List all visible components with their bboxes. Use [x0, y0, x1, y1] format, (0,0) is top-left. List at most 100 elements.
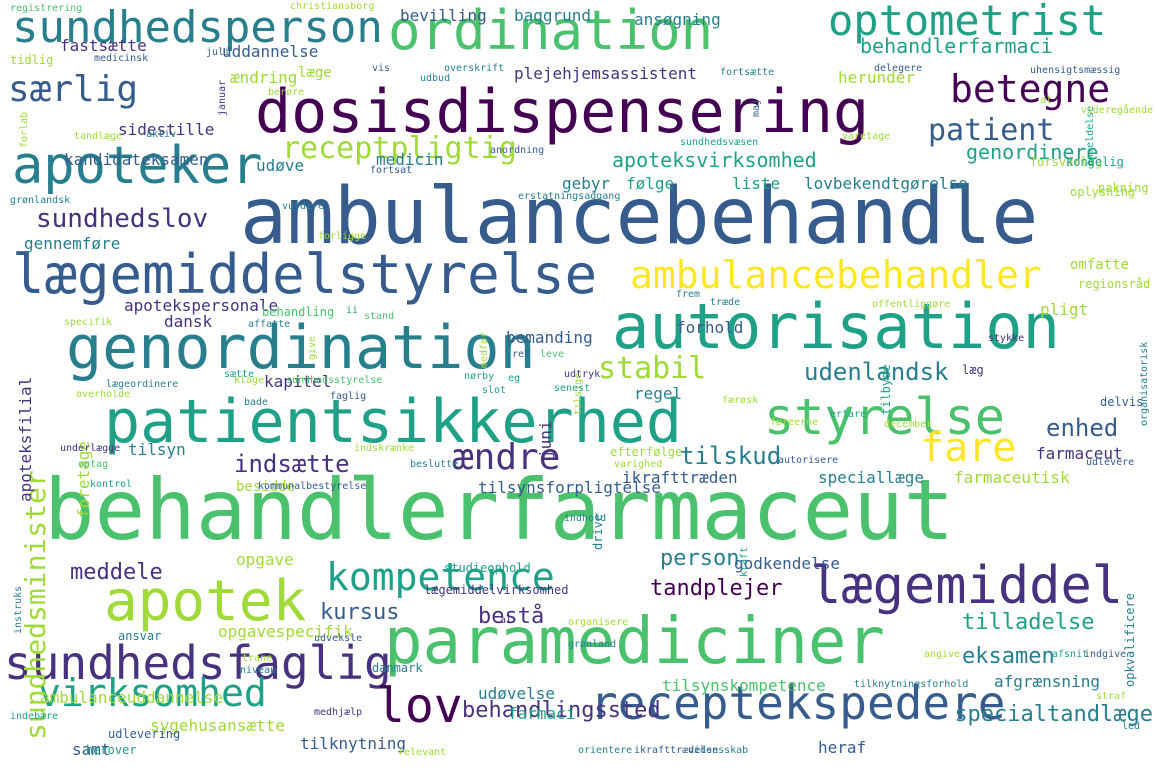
cloud-word: samt	[72, 740, 111, 759]
cloud-word: faglig	[330, 391, 367, 402]
cloud-word: sundhedsperson	[12, 2, 383, 53]
cloud-word: tilladelse	[962, 610, 1095, 635]
cloud-word: tandlæge	[74, 131, 123, 142]
cloud-word: lægemiddel	[810, 556, 1124, 616]
cloud-word: nørby	[464, 371, 495, 382]
cloud-word: farmaci	[508, 704, 576, 723]
cloud-word: fortsat	[370, 165, 413, 176]
cloud-word: enhed	[1046, 414, 1119, 442]
cloud-word: regel	[634, 384, 683, 403]
cloud-word: ambulancebehandler	[630, 253, 1042, 297]
cloud-word: medicin	[376, 150, 444, 169]
cloud-word: apotekspersonale	[124, 296, 279, 315]
cloud-word: udtryk	[564, 369, 601, 380]
cloud-word: styrelse	[764, 388, 1005, 446]
cloud-word: ændring	[230, 68, 298, 87]
cloud-word: januar	[217, 79, 228, 116]
cloud-word: udveksle	[314, 633, 363, 644]
cloud-word: virksomhed	[38, 671, 267, 715]
cloud-word: behandlerfarmaci	[860, 34, 1053, 58]
cloud-word: erstatningsadgang	[518, 191, 621, 202]
cloud-word: optag	[78, 459, 109, 470]
cloud-word: december	[884, 419, 933, 430]
cloud-word: udenlandsk	[804, 358, 949, 386]
cloud-word: læge	[298, 65, 332, 81]
cloud-word: dosisdispensering	[255, 77, 870, 147]
cloud-word: tandplejer	[650, 576, 783, 601]
cloud-word: vis	[372, 63, 391, 74]
cloud-word: juli	[206, 47, 231, 58]
cloud-word: gebyr	[562, 174, 611, 193]
cloud-word: christiansborg	[290, 1, 375, 12]
cloud-word: farmaceutisk	[954, 468, 1070, 487]
cloud-word: kompetence	[326, 555, 555, 599]
cloud-word: forsvarlig	[1030, 155, 1103, 169]
cloud-word: kandidateksamen	[64, 150, 209, 169]
cloud-word: straf	[1096, 691, 1127, 702]
cloud-word: uhensigtsmæssig	[1030, 65, 1121, 76]
cloud-word: ii	[346, 305, 359, 316]
cloud-word: medhjælp	[314, 707, 363, 718]
cloud-word: organisatorisk	[1139, 341, 1150, 426]
cloud-word: tilknytningsforhold	[854, 679, 969, 690]
cloud-word: overholde	[76, 389, 131, 400]
cloud-word: fastsætte	[60, 36, 147, 55]
cloud-word: eksamen	[962, 644, 1055, 669]
cloud-word: erfare	[830, 409, 867, 420]
cloud-word: juni	[536, 420, 555, 460]
cloud-word: lov	[376, 678, 463, 734]
cloud-word: patientsikkerhed	[104, 387, 682, 457]
cloud-word: stand	[364, 311, 395, 322]
cloud-word: udøvelse	[478, 684, 556, 703]
cloud-word: apoteker	[12, 136, 263, 196]
cloud-word: sygehusansætte	[150, 716, 285, 735]
cloud-word: baggrund	[514, 6, 592, 25]
cloud-word: organisere	[568, 617, 629, 628]
cloud-word: følge	[626, 174, 675, 193]
cloud-word: kontrol	[90, 479, 133, 490]
cloud-word: forhold	[676, 318, 744, 337]
cloud-word: bestå	[478, 604, 545, 629]
cloud-word: særlig	[8, 69, 139, 110]
cloud-word: ambulanceuddannelse	[40, 688, 224, 707]
cloud-word: opgave	[236, 550, 294, 569]
cloud-word: godkendelse	[734, 554, 840, 573]
cloud-word: opgavespecifik	[218, 622, 353, 641]
cloud-word: grønlandsk	[10, 195, 71, 206]
cloud-word: medicinsk	[94, 53, 149, 64]
cloud-word: angive	[924, 649, 961, 660]
cloud-word: bemanding	[506, 328, 593, 347]
cloud-word: føreerne	[770, 417, 819, 428]
cloud-word: fare	[920, 425, 1017, 471]
cloud-word: lægemiddelvirksomhed	[424, 583, 569, 597]
cloud-word: ikrafttrædelse	[634, 745, 719, 756]
cloud-word: ansvar	[118, 629, 162, 643]
cloud-word: træde	[710, 297, 741, 308]
cloud-word: anordning	[490, 145, 545, 156]
cloud-word: uddannelse	[222, 42, 319, 61]
cloud-word: videregående	[1080, 105, 1153, 116]
cloud-word: ansøgning	[634, 10, 721, 29]
cloud-word: tilbyde	[879, 364, 893, 416]
cloud-word: besidde	[236, 479, 296, 495]
cloud-word: indskrænke	[354, 443, 415, 454]
cloud-word: autorisation	[612, 290, 1060, 363]
cloud-word: indhold	[564, 513, 607, 524]
cloud-word: instruks	[13, 585, 24, 634]
cloud-word: heraf	[818, 738, 867, 757]
cloud-word: fortsætte	[720, 67, 775, 78]
cloud-word: gennemføre	[24, 234, 121, 253]
cloud-word: pligt	[1040, 300, 1089, 319]
cloud-word: autorisere	[778, 455, 839, 466]
cloud-word: udlevering	[108, 727, 181, 741]
cloud-word: slot	[482, 385, 507, 396]
cloud-word: regionsråd	[1078, 277, 1151, 291]
cloud-word: optometrist	[828, 0, 1107, 45]
cloud-word: dansk	[164, 312, 213, 331]
cloud-word: danmark	[372, 661, 423, 675]
cloud-word: ordination	[388, 0, 714, 62]
cloud-word: udøve	[256, 156, 305, 175]
cloud-word: færøsk	[722, 395, 759, 406]
cloud-word: varighed	[614, 459, 663, 470]
cloud-word: specialtandlæge	[954, 702, 1153, 727]
